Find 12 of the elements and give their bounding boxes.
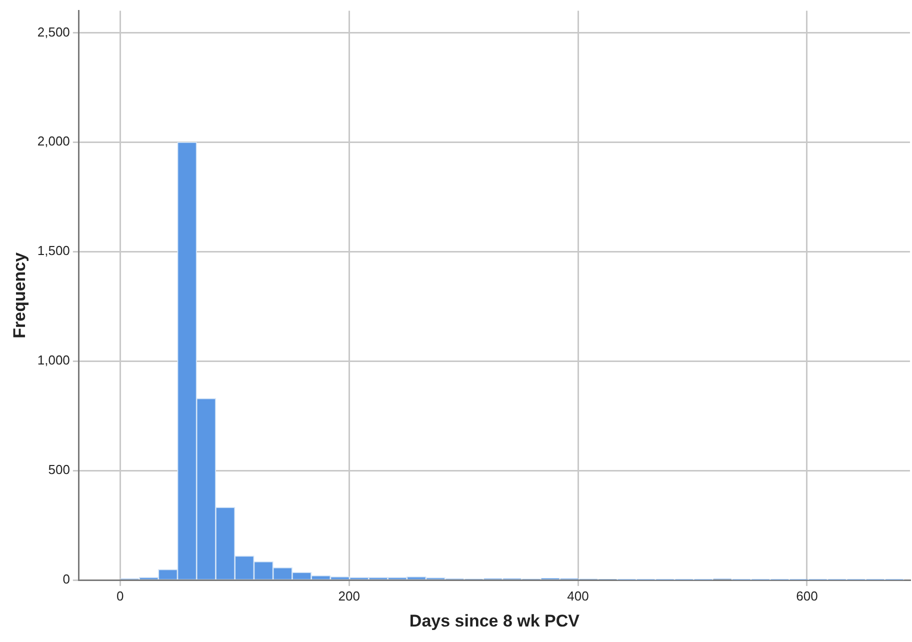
y-tick-label: 0 bbox=[62, 572, 70, 587]
y-tick-label: 1,000 bbox=[37, 352, 70, 368]
y-tick-label: 2,000 bbox=[37, 134, 70, 149]
x-tick-label: 0 bbox=[116, 588, 124, 604]
y-tick-label: 1,500 bbox=[37, 243, 70, 258]
x-axis-title: Days since 8 wk PCV bbox=[409, 611, 580, 630]
x-tick-label: 600 bbox=[796, 588, 818, 604]
y-axis-title: Frequency bbox=[10, 252, 29, 338]
x-tick-label: 400 bbox=[567, 588, 589, 604]
x-tick-label: 200 bbox=[338, 588, 360, 604]
y-tick-label: 500 bbox=[48, 462, 70, 478]
y-tick-label: 2,500 bbox=[37, 24, 70, 40]
